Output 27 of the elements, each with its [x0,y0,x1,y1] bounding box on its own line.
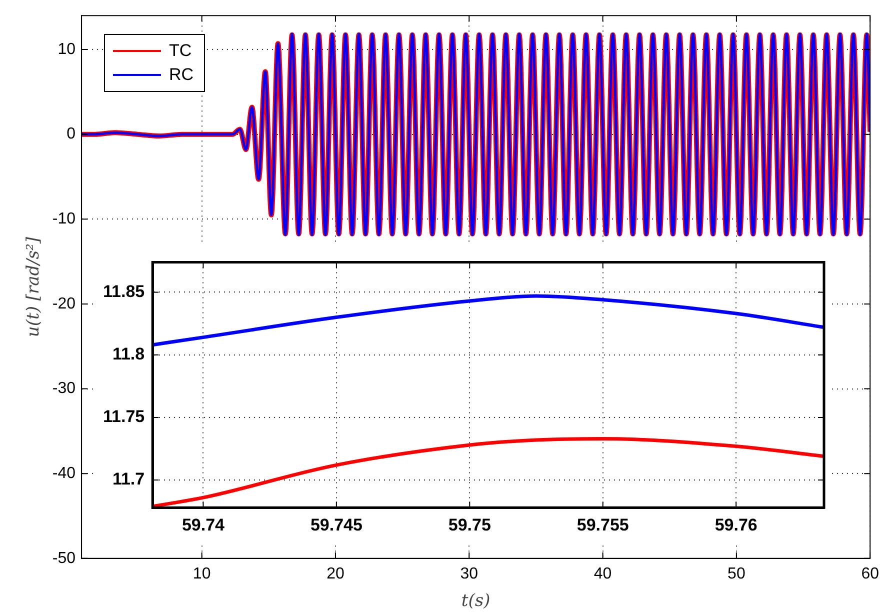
y-tick-label: 0 [66,126,76,143]
y-tick-label: 11.85 [102,282,145,301]
x-axis-title: t(s) [461,591,490,612]
y-tick-label: -20 [52,295,76,312]
y-tick-label: 11.8 [112,344,145,364]
x-tick-label: 59.76 [714,515,758,534]
y-tick-label: 11.75 [102,407,145,426]
x-tick-label: 50 [728,565,746,582]
x-tick-label: 59.755 [576,515,629,534]
y-tick-label: -10 [52,210,76,228]
y-tick-label: -50 [52,550,76,567]
y-tick-label: -30 [52,380,76,398]
x-tick-label: 20 [326,565,344,582]
x-tick-label: 59.745 [310,515,362,534]
line-series [152,294,824,347]
y-axis-title: u(t) [rad/s²] [24,236,44,338]
y-tick-label: -40 [52,464,76,482]
y-tick-label: 10 [58,40,76,58]
y-tick-label: 11.7 [112,470,145,489]
legend-label: TC [169,41,192,61]
x-tick-label: 10 [192,565,211,582]
x-tick-label: 30 [460,565,478,582]
x-tick-label: 40 [594,565,612,582]
x-tick-label: 59.75 [448,515,491,534]
legend-label: RC [169,65,194,85]
x-tick-label: 60 [861,565,880,582]
x-tick-label: 59.74 [182,515,226,534]
